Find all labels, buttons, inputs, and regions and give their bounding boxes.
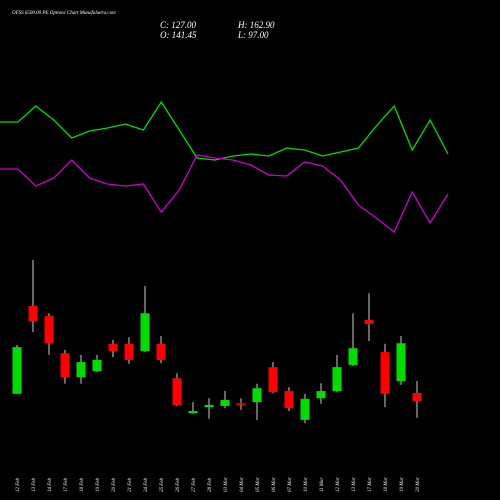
indicator-line bbox=[0, 100, 449, 161]
x-tick-label: 27 Feb bbox=[192, 477, 197, 492]
candle-body bbox=[284, 391, 294, 409]
x-tick-label: 13 Feb bbox=[32, 477, 37, 492]
candle-body bbox=[156, 343, 166, 360]
candle-body bbox=[316, 391, 326, 399]
indicator-line bbox=[0, 154, 449, 234]
candle-body bbox=[332, 367, 342, 392]
x-tick-label: 19 Feb bbox=[96, 477, 101, 492]
candle-body bbox=[300, 398, 310, 420]
x-tick-label: 25 Feb bbox=[160, 477, 165, 492]
x-tick-label: 20 Mar bbox=[416, 477, 421, 492]
ohlc-label: L: 97.00 bbox=[237, 30, 269, 40]
candle-body bbox=[252, 388, 262, 403]
candle-body bbox=[220, 399, 230, 407]
candle-body bbox=[348, 348, 358, 365]
chart-title: OFSS 6500.00 PE Options Chart MunafaSutr… bbox=[12, 11, 116, 16]
x-tick-label: 13 Mar bbox=[352, 477, 357, 492]
candle-body bbox=[188, 411, 198, 414]
ohlc-label: H: 162.90 bbox=[237, 20, 275, 30]
candle-body bbox=[364, 319, 374, 324]
candle-body bbox=[236, 403, 246, 405]
candle-body bbox=[76, 362, 86, 378]
x-tick-label: 20 Feb bbox=[112, 477, 117, 492]
x-tick-label: 28 Feb bbox=[208, 477, 213, 492]
x-tick-label: 10 Mar bbox=[304, 477, 309, 492]
x-tick-label: 05 Mar bbox=[256, 477, 261, 492]
x-tick-label: 17 Feb bbox=[64, 477, 69, 492]
candle-body bbox=[44, 316, 54, 344]
x-tick-label: 12 Mar bbox=[336, 477, 341, 492]
candle-body bbox=[60, 353, 70, 378]
candle-body bbox=[12, 347, 22, 394]
ohlc-label: O: 141.45 bbox=[160, 30, 197, 40]
x-tick-label: 06 Mar bbox=[272, 477, 277, 492]
candle-body bbox=[412, 393, 422, 402]
candle-body bbox=[140, 313, 150, 352]
x-tick-label: 17 Mar bbox=[368, 477, 373, 492]
x-tick-label: 24 Feb bbox=[144, 477, 149, 492]
x-tick-label: 18 Feb bbox=[80, 477, 85, 492]
x-tick-label: 11 Mar bbox=[320, 477, 325, 492]
x-tick-label: 19 Mar bbox=[400, 477, 405, 492]
x-tick-label: 12 Feb bbox=[16, 477, 21, 492]
x-tick-label: 18 Mar bbox=[384, 477, 389, 492]
ohlc-label: C: 127.00 bbox=[160, 20, 197, 30]
candle-body bbox=[124, 343, 134, 360]
x-tick-label: 21 Feb bbox=[128, 477, 133, 492]
x-tick-label: 03 Mar bbox=[224, 477, 229, 492]
candle-body bbox=[108, 343, 118, 352]
x-tick-label: 26 Feb bbox=[176, 477, 181, 492]
candle-body bbox=[268, 367, 278, 393]
x-tick-label: 14 Feb bbox=[48, 477, 53, 492]
candle-body bbox=[28, 306, 38, 322]
x-tick-label: 04 Mar bbox=[240, 477, 245, 492]
candle-body bbox=[92, 359, 102, 372]
candle-body bbox=[204, 404, 214, 408]
candle-body bbox=[396, 343, 406, 382]
x-tick-label: 07 Mar bbox=[288, 477, 293, 492]
candle-body bbox=[380, 352, 390, 394]
candle-body bbox=[172, 378, 182, 405]
